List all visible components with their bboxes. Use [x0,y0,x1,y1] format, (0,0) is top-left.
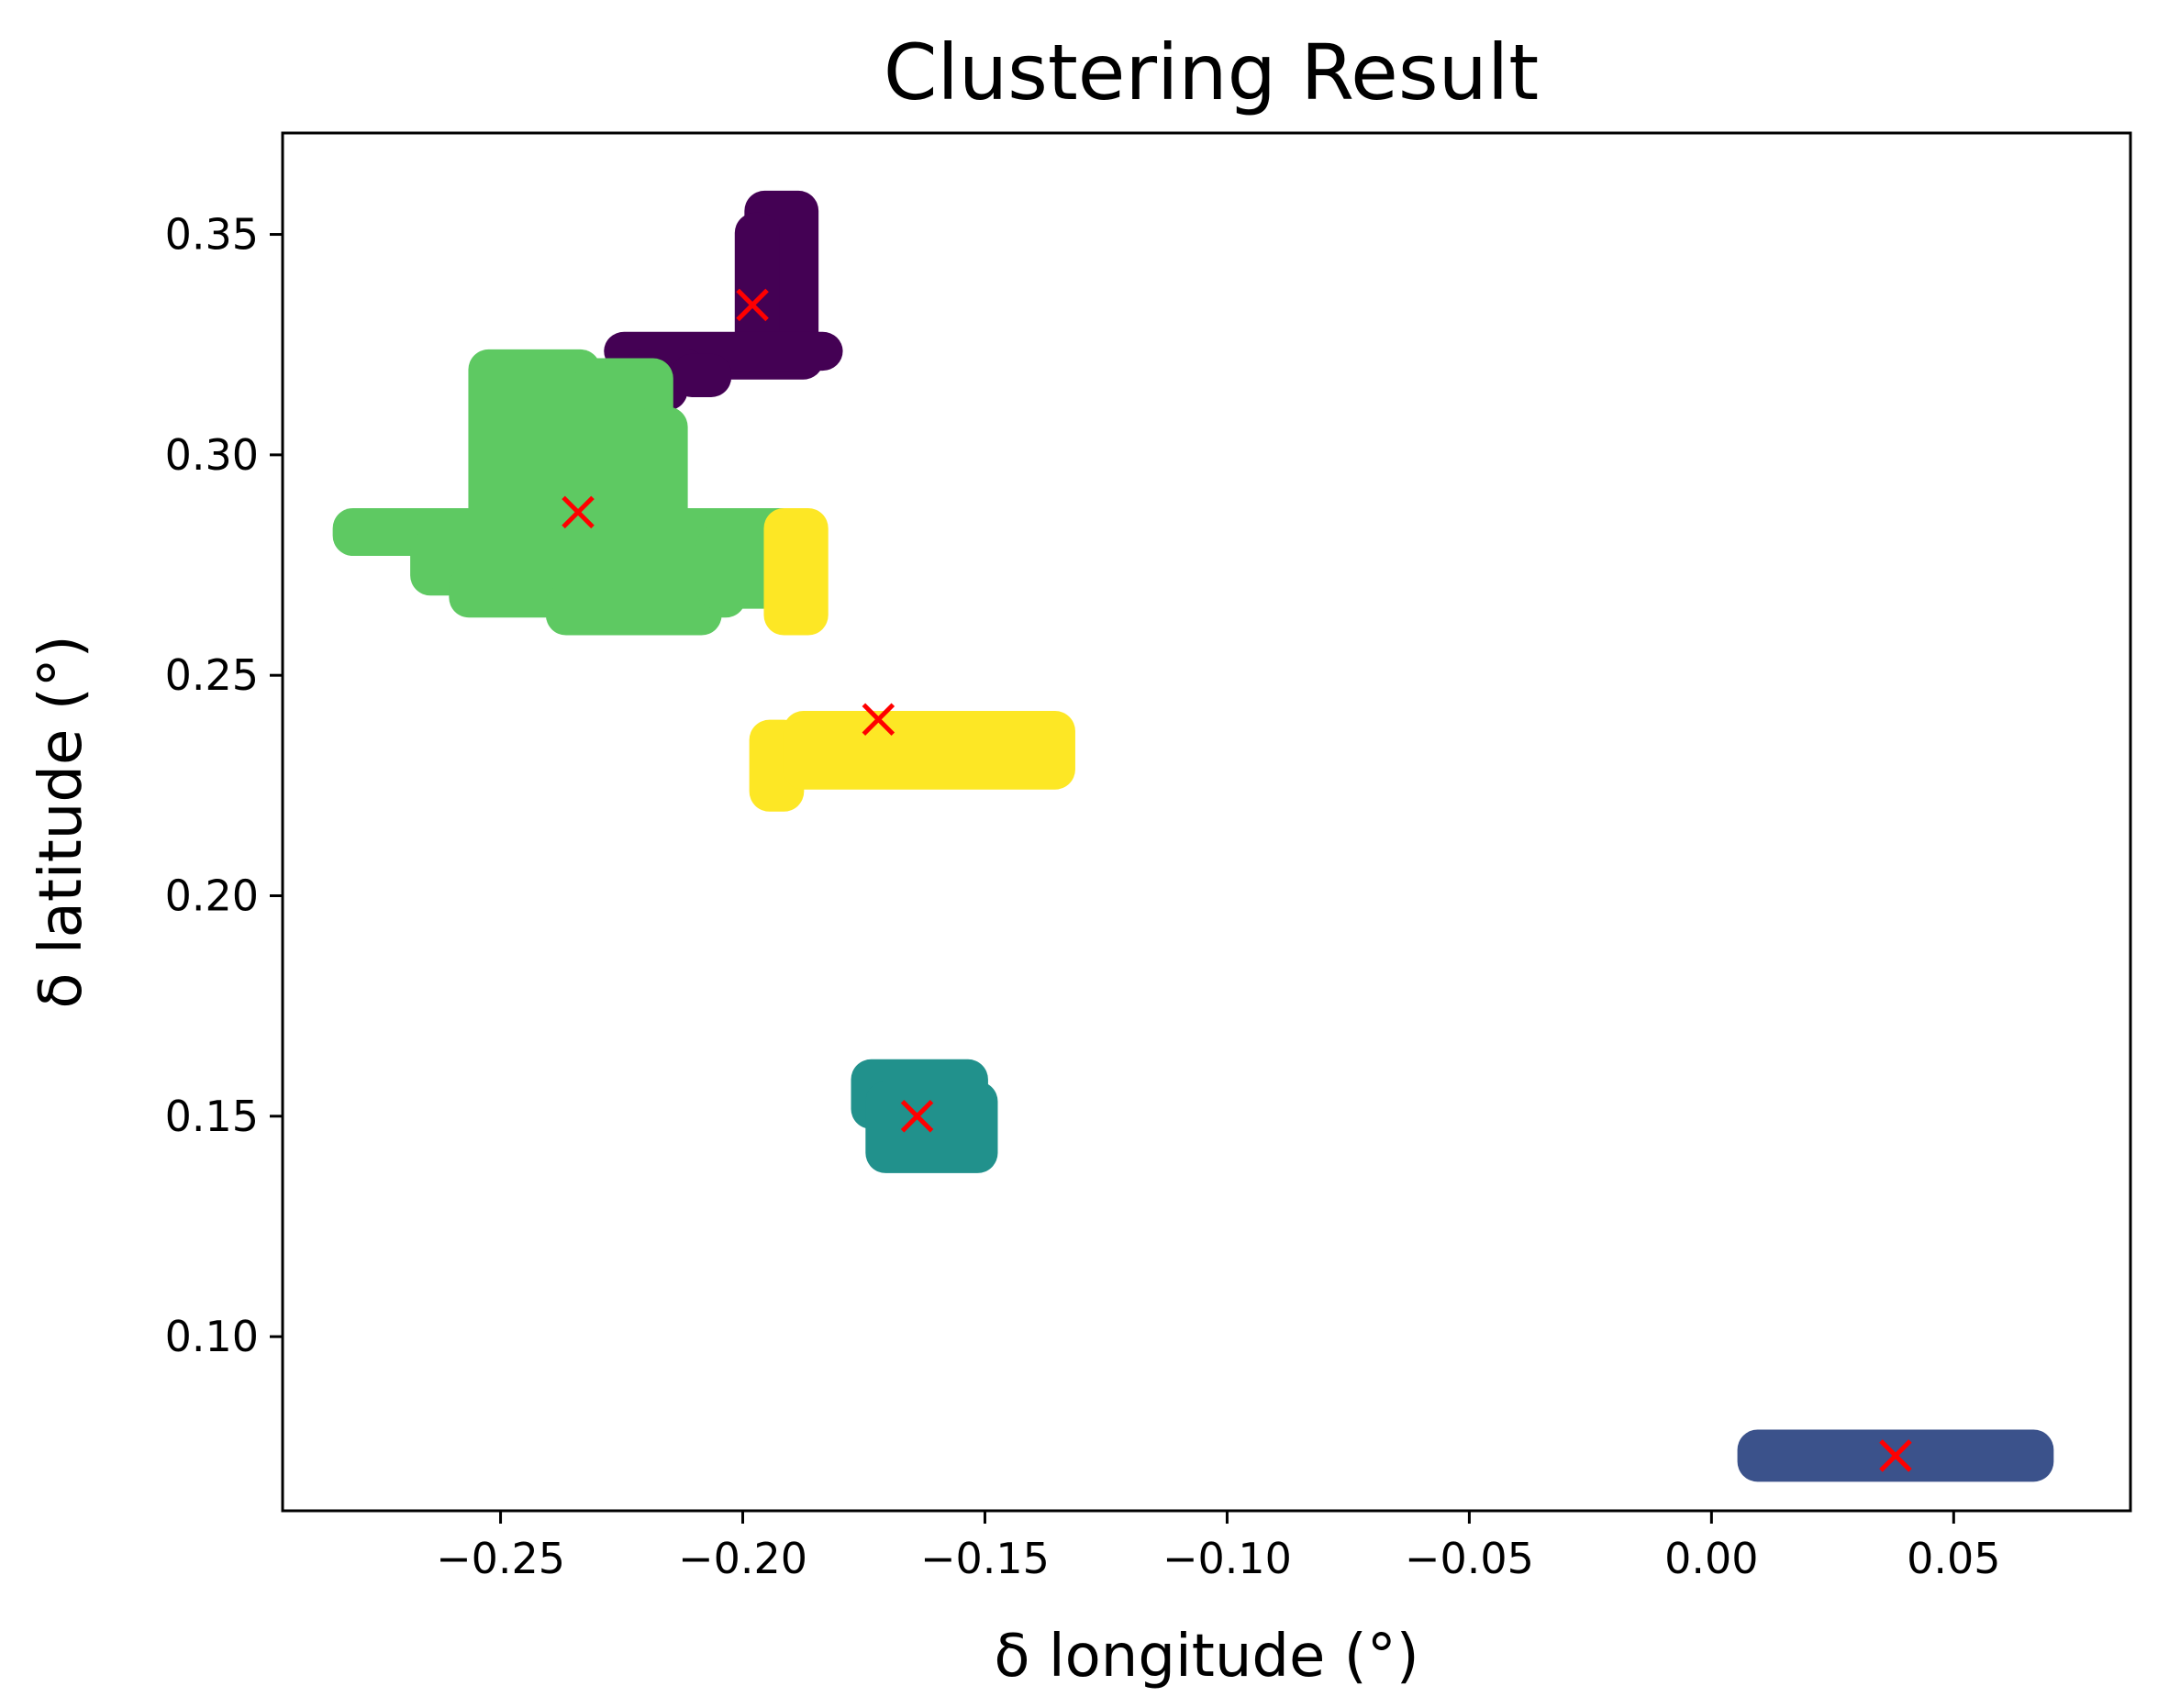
centroid-stroke-b [1879,1439,1912,1472]
x-tick-label: −0.25 [436,1534,565,1583]
x-tick-label: −0.05 [1405,1534,1534,1583]
centroid-stroke-b [862,703,895,737]
y-axis-ticks: 0.10 0.15 0.20 0.25 0.30 0.35 [165,210,283,1361]
cluster-4 [749,507,1075,812]
x-axis-ticks: −0.25 −0.20 −0.15 −0.10 −0.05 0.00 0.05 [436,1511,2001,1583]
cluster-0-point-region-1 [734,212,780,372]
cluster-4-point-region-2 [783,711,1075,790]
centroid-stroke-b [900,1100,934,1133]
centroid-marker-3 [562,495,595,529]
y-axis-label: δ latitude (°) [28,635,95,1008]
cluster-regions [332,190,2054,1482]
centroid-marker-2 [900,1100,934,1133]
x-axis-label: δ longitude (°) [994,1623,1418,1691]
cluster-3-point-region-3 [632,406,688,534]
centroid-stroke-b [562,495,595,529]
centroid-marker-0 [736,288,769,322]
y-tick-label: 0.35 [165,210,259,260]
y-tick-label: 0.20 [165,871,259,921]
cluster-3-point-region-6 [545,582,722,636]
y-tick-label: 0.25 [165,650,259,700]
y-tick-label: 0.30 [165,430,259,480]
cluster-2 [851,1059,998,1173]
plot-frame [281,131,2132,1513]
y-tick-label: 0.15 [165,1092,259,1141]
x-tick-label: 0.05 [1907,1534,2000,1583]
centroid-marker-1 [1879,1439,1912,1472]
centroid-marker-4 [862,703,895,737]
cluster-3-point-region-1 [468,349,601,548]
cluster-centroids [562,288,1912,1472]
cluster-0-point-region-6 [672,353,732,397]
chart-title: Clustering Result [884,28,1539,117]
cluster-2-point-region-1 [865,1081,998,1173]
y-tick-label: 0.10 [165,1312,259,1361]
x-tick-label: −0.20 [678,1534,807,1583]
x-tick-label: −0.10 [1162,1534,1292,1583]
centroid-stroke-b [736,288,769,322]
cluster-3 [332,349,819,636]
cluster-4-point-region-0 [763,507,829,636]
x-tick-label: −0.15 [920,1534,1050,1583]
x-tick-label: 0.00 [1664,1534,1758,1583]
